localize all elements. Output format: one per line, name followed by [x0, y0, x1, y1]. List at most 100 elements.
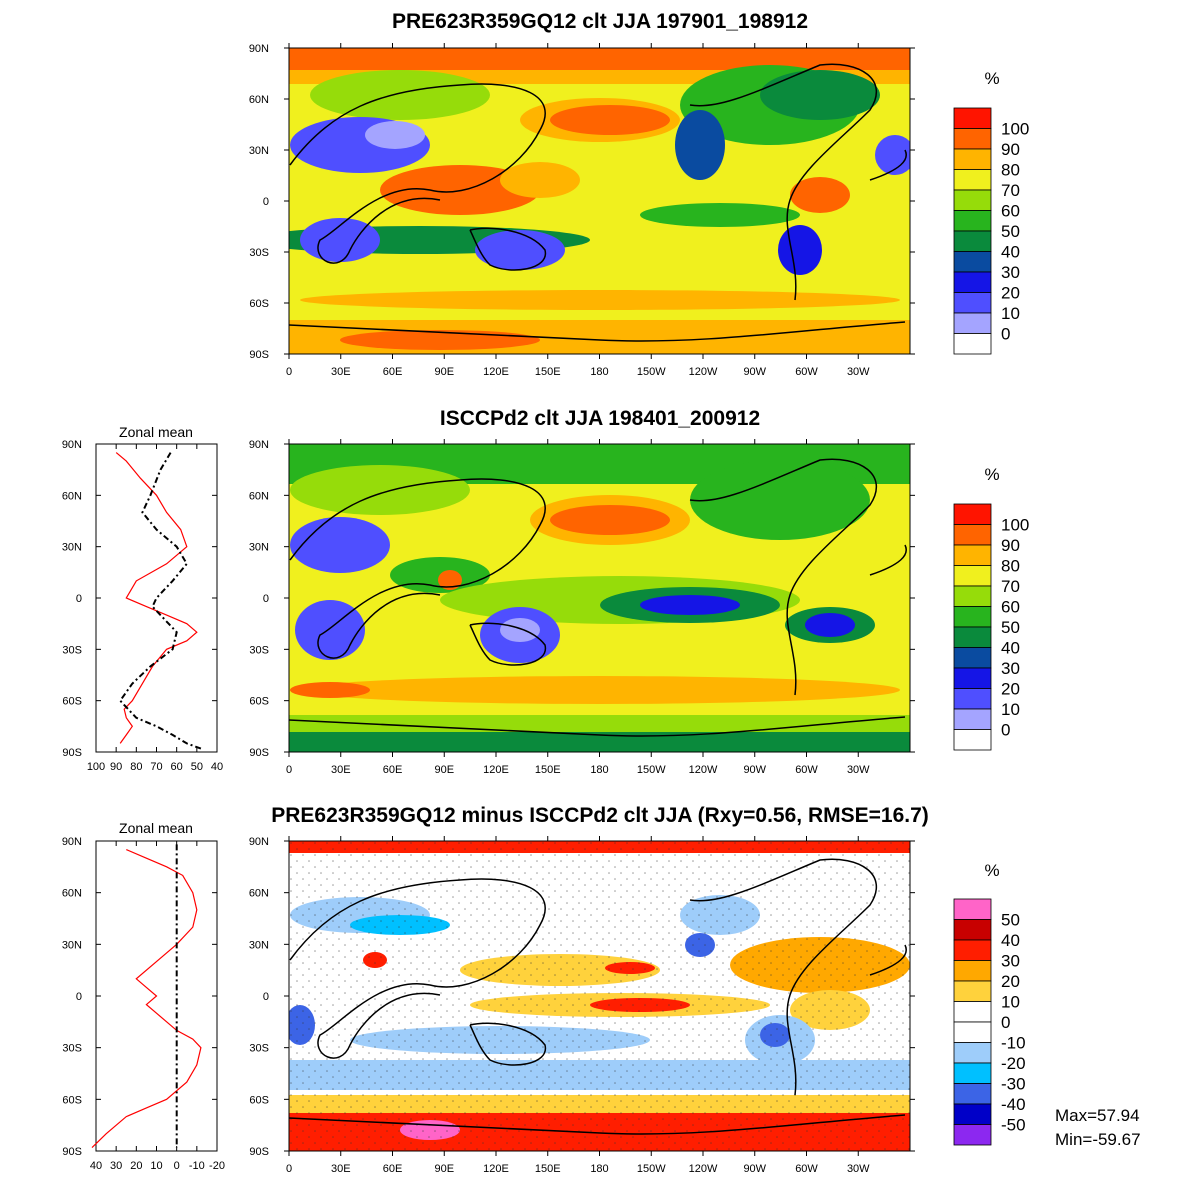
colorbar-swatch — [953, 1124, 992, 1146]
contour-patch — [290, 682, 370, 698]
lat-tick-label: 60N — [249, 490, 269, 502]
contour-patch — [640, 203, 800, 227]
lat-tick-label: 90S — [249, 1146, 269, 1158]
zonal-value-label: 40 — [211, 761, 223, 773]
colorbar-label: 30 — [1001, 263, 1020, 282]
lat-tick-label: 0 — [263, 991, 269, 1003]
zonal-value-label: 20 — [130, 1160, 142, 1172]
contour-patch — [690, 460, 870, 540]
lon-tick-label: 60E — [383, 366, 403, 378]
zonal-value-label: 80 — [130, 761, 142, 773]
zonal-lat-label: 90S — [62, 1146, 82, 1158]
lat-tick-label: 60N — [249, 94, 269, 106]
contour-patch — [365, 121, 425, 149]
zonal-value-label: 100 — [87, 761, 105, 773]
coastline — [289, 63, 907, 342]
lat-tick-label: 30S — [249, 247, 269, 259]
contour-patch — [500, 162, 580, 198]
contour-patch — [550, 505, 670, 535]
colorbar-swatch — [953, 667, 992, 689]
colorbar-swatch — [953, 1001, 992, 1023]
colorbar-label: 100 — [1001, 516, 1029, 535]
zonal-series-dashed — [118, 452, 202, 750]
colorbar-swatch — [953, 729, 992, 751]
zonal-value-label: -10 — [189, 1160, 205, 1172]
zonal-lat-label: 0 — [76, 991, 82, 1003]
colorbar-label: 40 — [1001, 639, 1020, 658]
coastline — [289, 858, 907, 1135]
diff-zonal-title: Zonal mean — [119, 820, 193, 836]
colorbar-swatch — [953, 271, 992, 293]
colorbar-label: 20 — [1001, 972, 1020, 991]
contour-patch — [380, 165, 540, 215]
zonal-lat-label: 30N — [62, 542, 82, 554]
zonal-value-label: 60 — [171, 761, 183, 773]
lon-tick-label: 120W — [689, 1163, 718, 1175]
zonal-value-label: 0 — [174, 1160, 180, 1172]
diff-colorbar-unit: % — [984, 861, 999, 880]
lon-tick-label: 90E — [434, 1163, 454, 1175]
colorbar-swatch — [953, 524, 992, 546]
zonal-lat-label: 60N — [62, 490, 82, 502]
lat-tick-label: 60N — [249, 888, 269, 900]
zonal-lat-label: 90N — [62, 836, 82, 848]
contour-patch — [805, 613, 855, 637]
model-map-axes: 0 30E 60E 90E 120E 150E 180 150W 120W 90W 60W 30W 90… — [249, 43, 915, 378]
lon-tick-label: 60W — [795, 764, 818, 776]
zonal-lat-label: 30N — [62, 939, 82, 951]
lon-tick-label: 0 — [286, 366, 292, 378]
lon-tick-label: 90W — [743, 764, 766, 776]
lon-tick-label: 30W — [847, 764, 870, 776]
contour-patch — [550, 105, 670, 135]
colorbar-label: 50 — [1001, 618, 1020, 637]
colorbar-swatch — [953, 292, 992, 314]
lon-tick-label: 0 — [286, 764, 292, 776]
contour-patch — [300, 676, 900, 704]
lon-tick-label: 30E — [331, 764, 351, 776]
colorbar-swatch — [953, 606, 992, 628]
lon-tick-label: 120E — [483, 366, 509, 378]
colorbar-swatch — [953, 585, 992, 607]
zonal-lat-label: 90N — [62, 439, 82, 451]
model-map — [289, 48, 910, 354]
obs-map-title: ISCCPd2 clt JJA 198401_200912 — [440, 407, 760, 430]
colorbar-label: 0 — [1001, 1013, 1010, 1032]
colorbar-swatch — [953, 980, 992, 1002]
lon-tick-label: 30W — [847, 366, 870, 378]
contour-patch — [290, 517, 390, 573]
zonal-lat-label: 60S — [62, 1094, 82, 1106]
contour-patch — [675, 110, 725, 180]
obs-map-axes: 0 30E 60E 90E 120E 150E 180 150W 120W 90W 60W 30W 90… — [249, 439, 915, 776]
colorbar-label: 70 — [1001, 181, 1020, 200]
lat-tick-label: 60S — [249, 1094, 269, 1106]
zonal-value-label: 90 — [110, 761, 122, 773]
lon-tick-label: 150E — [535, 764, 561, 776]
colorbar-label: -10 — [1001, 1034, 1026, 1053]
colorbar-label: 50 — [1001, 222, 1020, 241]
zonal-lat-label: 60S — [62, 696, 82, 708]
contour-patch — [290, 465, 470, 515]
lon-tick-label: 150E — [535, 366, 561, 378]
lat-tick-label: 90N — [249, 836, 269, 848]
colorbar-swatch — [953, 210, 992, 232]
model-map-title: PRE623R359GQ12 clt JJA 197901_198912 — [392, 10, 808, 33]
contour-patch — [438, 570, 462, 590]
zonal-value-label: 50 — [191, 761, 203, 773]
zonal-value-label: 30 — [110, 1160, 122, 1172]
significance-stipple — [289, 841, 910, 1151]
colorbar-swatch — [953, 148, 992, 170]
lon-tick-label: 60W — [795, 366, 818, 378]
zonal-lat-label: 0 — [76, 593, 82, 605]
lat-tick-label: 30N — [249, 145, 269, 157]
contour-patch — [300, 218, 380, 262]
colorbar-swatch — [953, 565, 992, 587]
contour-patch — [640, 595, 740, 615]
lon-tick-label: 150E — [535, 1163, 561, 1175]
lon-tick-label: 30E — [331, 1163, 351, 1175]
contour-patch — [500, 618, 540, 642]
lat-tick-label: 30N — [249, 542, 269, 554]
colorbar-swatch — [953, 1083, 992, 1105]
colorbar-swatch — [953, 107, 992, 129]
